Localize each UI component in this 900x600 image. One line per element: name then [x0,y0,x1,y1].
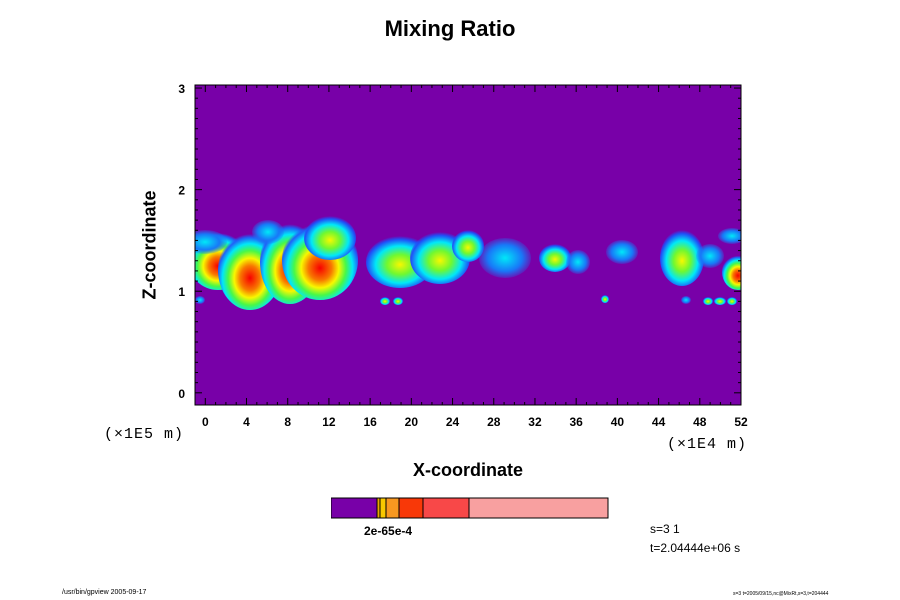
x-tick-label: 24 [446,415,460,429]
x-axis: 0 4 8 12 16 20 24 28 32 36 40 44 48 52 [202,85,748,429]
x-tick-label: 12 [322,415,336,429]
chart-title: Mixing Ratio [384,16,516,41]
colorbar-segment [331,497,378,519]
y-tick-label: 3 [178,82,185,96]
x-tick-label: 32 [528,415,542,429]
colorbar-segment [468,497,609,519]
x-tick-label: 8 [284,415,291,429]
colorbar [331,497,609,519]
x-tick-label: 0 [202,415,209,429]
colorbar-segment [398,497,424,519]
x-tick-label: 28 [487,415,501,429]
cloud-layer [195,216,741,310]
footer-source: s=3 t=2005/09/15,nc@MixRt,s=3,t=204444 [733,591,829,597]
colorbar-label: 2e-65e-4 [364,524,413,538]
x-tick-label: 16 [363,415,377,429]
colorbar-segment [379,497,387,519]
y-unit-label: (×1E5 m) [104,426,185,443]
info-panel: s=3 1 t=2.04444e+06 s [650,520,740,558]
y-tick-label: 1 [178,285,185,299]
x-tick-label: 48 [693,415,707,429]
x-tick-label: 36 [569,415,583,429]
step-label: s=3 1 [650,522,680,536]
colorbar-segment [385,497,400,519]
y-axis: 0 1 2 3 [178,82,741,401]
x-tick-label: 4 [243,415,250,429]
x-tick-label: 40 [611,415,625,429]
x-unit-label: (×1E4 m) [667,436,748,453]
y-axis-label: Z-coordinate [139,190,160,300]
time-label: t=2.04444e+06 s [650,541,741,555]
x-axis-label: X-coordinate [412,460,523,480]
x-tick-label: 52 [734,415,748,429]
y-tick-label: 2 [178,184,185,198]
plot-frame [194,84,742,406]
colorbar-segment [422,497,470,519]
x-tick-label: 44 [652,415,666,429]
footer-command: /usr/bin/gpview 2005-09-17 [62,589,147,596]
y-tick-label: 0 [178,387,185,401]
x-tick-label: 20 [405,415,419,429]
